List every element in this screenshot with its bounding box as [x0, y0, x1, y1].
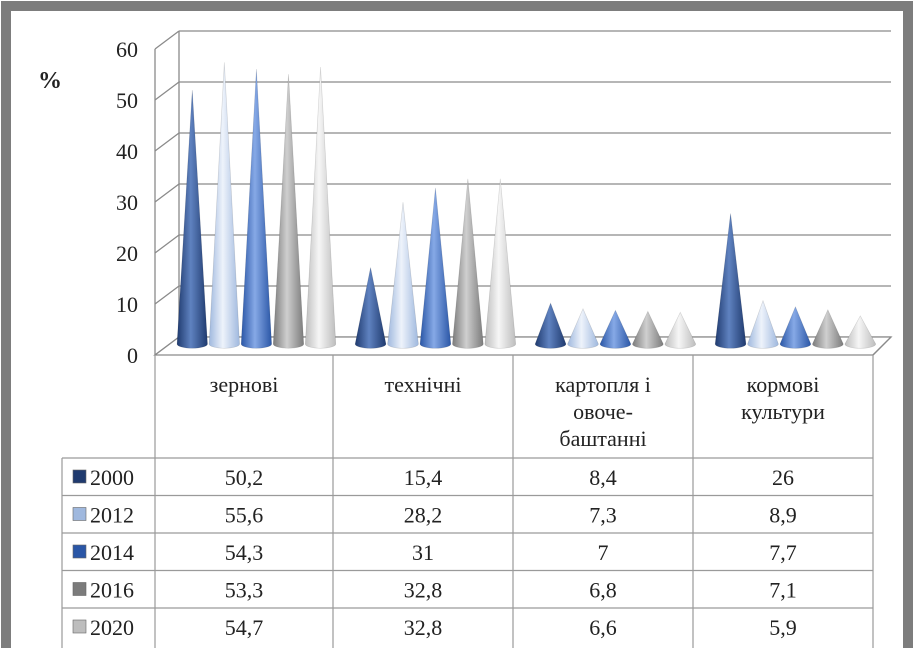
data-label: 32,8 [404, 578, 443, 603]
data-label: 31 [412, 540, 434, 565]
data-label: 26 [772, 465, 794, 490]
data-label: 5,9 [769, 615, 797, 640]
legend-label: 2020 [90, 615, 134, 640]
data-label: 6,8 [589, 578, 617, 603]
y-tick-label: 50 [116, 88, 138, 113]
legend-swatch-2020 [72, 619, 87, 634]
cone-2020-3 [844, 315, 877, 349]
gridline-side [154, 285, 180, 305]
cone-2016-3 [812, 309, 844, 349]
cone-2012-3 [747, 299, 779, 349]
category-label: овоче- [573, 399, 633, 424]
cone-2014-2 [599, 309, 632, 349]
y-tick-label: 60 [116, 37, 138, 62]
legend-label: 2016 [90, 578, 134, 603]
data-label: 50,2 [225, 465, 264, 490]
gridline-side [154, 30, 180, 50]
legend-swatch-2014 [72, 544, 87, 559]
y-axis-title: % [38, 68, 62, 94]
category-label: зернові [210, 372, 279, 397]
cone-2000-2 [534, 302, 567, 349]
cone-2016-1 [452, 178, 484, 349]
category-label: технічні [385, 372, 462, 397]
gridline-side [154, 183, 180, 203]
data-label: 7,1 [769, 578, 797, 603]
data-label: 8,9 [769, 503, 797, 528]
category-label: баштанні [559, 426, 646, 451]
y-tick-label: 20 [116, 241, 138, 266]
cone-2016-2 [632, 310, 664, 349]
floor-edge [872, 336, 892, 356]
data-table: 2000 50,2 15,4 8,4 26 2012 55,6 28,2 7,3 8,9 2014 5… [61, 355, 874, 648]
cone-2016-0 [272, 74, 305, 349]
legend-label: 2014 [90, 540, 134, 565]
data-label: 15,4 [404, 465, 443, 490]
cone-2020-1 [484, 178, 517, 349]
category-label: кормові [747, 372, 820, 397]
cone-2012-2 [567, 308, 599, 349]
cone-2014-3 [779, 305, 812, 349]
data-label: 7,3 [589, 503, 617, 528]
cone-2014-1 [419, 187, 452, 349]
gridline-side [154, 234, 180, 254]
cone-2020-2 [664, 311, 697, 349]
data-label: 32,8 [404, 615, 443, 640]
category-label: картопля і [555, 372, 651, 397]
data-label: 7 [598, 540, 609, 565]
y-tick-label: 30 [116, 190, 138, 215]
cone-2020-0 [305, 67, 337, 349]
y-tick-label: 0 [127, 343, 138, 368]
y-tick-label: 10 [116, 292, 138, 317]
y-tick-label: 40 [116, 139, 138, 164]
data-label: 54,3 [225, 540, 264, 565]
gridline-side [154, 132, 180, 152]
cone-2012-1 [387, 202, 419, 349]
data-label: 8,4 [589, 465, 617, 490]
data-label: 7,7 [769, 540, 797, 565]
data-label: 55,6 [225, 503, 264, 528]
legend-label: 2012 [90, 503, 134, 528]
cone-2014-0 [240, 69, 272, 349]
legend-swatch-2012 [72, 507, 87, 521]
data-label: 6,6 [589, 615, 617, 640]
data-label: 28,2 [404, 503, 443, 528]
cone-2000-1 [354, 267, 387, 349]
cone-2000-0 [176, 89, 208, 349]
cone-2012-0 [208, 62, 240, 349]
cone-2000-3 [714, 213, 747, 349]
legend-label: 2000 [90, 465, 134, 490]
gridline-side [154, 81, 180, 101]
data-label: 53,3 [225, 578, 264, 603]
data-label: 54,7 [225, 615, 264, 640]
legend-swatch-2016 [72, 582, 87, 596]
legend-swatch-2000 [72, 469, 87, 484]
cones [176, 62, 877, 349]
category-label: культури [741, 399, 825, 424]
